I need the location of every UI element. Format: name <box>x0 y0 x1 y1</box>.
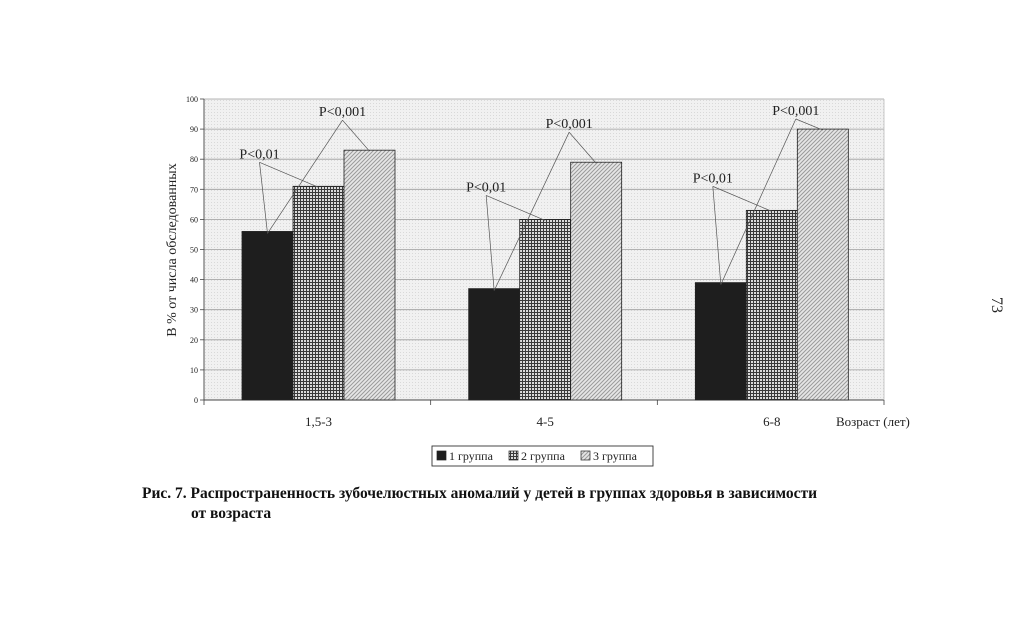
legend-label-2: 2 группа <box>521 449 566 463</box>
p-value-annotation: P<0,01 <box>239 147 319 234</box>
y-tick-label: 70 <box>190 185 198 194</box>
bar-1-group-1 <box>241 231 294 401</box>
p-value-label: P<0,001 <box>546 117 593 132</box>
y-tick-label: 80 <box>190 155 198 164</box>
y-tick-label: 30 <box>190 306 198 315</box>
p-value-leader <box>486 195 546 221</box>
p-value-label: P<0,01 <box>466 180 506 195</box>
p-value-label: P<0,01 <box>693 171 733 186</box>
p-value-leader <box>493 132 570 291</box>
y-tick-label: 100 <box>186 95 198 104</box>
x-axis-label: Возраст (лет) <box>836 414 910 429</box>
x-tick-label: 4-5 <box>536 414 553 429</box>
p-value-annotation: P<0,001 <box>493 117 597 291</box>
page-number: 73 <box>988 297 1005 313</box>
legend-swatch-1 <box>436 450 447 461</box>
legend-label-1: 1 группа <box>449 449 494 463</box>
y-tick-label: 60 <box>190 215 198 224</box>
caption-line-1: Рис. 7. Распространенность зубочелюстных… <box>142 485 818 502</box>
y-tick-label: 50 <box>190 246 198 255</box>
legend-swatch-3 <box>580 450 591 461</box>
y-tick-label: 10 <box>190 366 198 375</box>
bar-2-group-1 <box>292 185 345 401</box>
annotations: P<0,01 P<0,001 P<0,01 P<0,001 P<0,01 P<0,001 <box>239 104 823 291</box>
y-axis-label: В % от числа обследованных <box>165 163 180 336</box>
p-value-leader <box>259 162 268 234</box>
p-value-leader <box>712 186 772 212</box>
p-value-label: P<0,001 <box>772 104 819 119</box>
bars <box>241 128 849 401</box>
p-value-leader <box>795 118 823 131</box>
x-tick-label: 1,5-3 <box>305 414 332 429</box>
p-value-leader <box>267 119 343 234</box>
x-tick-label: 6-8 <box>763 414 780 429</box>
p-value-leader <box>720 118 797 285</box>
y-tick-label: 40 <box>190 276 198 285</box>
p-value-leader <box>259 161 319 188</box>
bar-1-group-2 <box>468 288 521 401</box>
bar-3-group-3 <box>796 128 849 401</box>
y-tick-label: 0 <box>194 396 198 405</box>
p-value-leader <box>568 131 597 164</box>
p-value-annotation: P<0,001 <box>267 105 370 234</box>
bar-1-group-3 <box>694 282 747 401</box>
bar-3-group-1 <box>343 149 396 401</box>
p-value-leader <box>712 186 722 285</box>
y-tick-label: 20 <box>190 336 198 345</box>
p-value-label: P<0,001 <box>319 105 366 120</box>
p-value-annotation: P<0,001 <box>720 104 823 285</box>
p-value-annotation: P<0,01 <box>693 171 772 285</box>
p-value-leader <box>342 119 370 152</box>
p-value-label: P<0,01 <box>239 147 279 162</box>
p-value-annotation: P<0,01 <box>466 180 546 291</box>
bar-2-group-3 <box>745 209 798 401</box>
bar-2-group-2 <box>519 218 572 401</box>
figure-caption: Рис. 7. Распространенность зубочелюстных… <box>142 484 942 524</box>
bar-3-group-2 <box>570 161 623 401</box>
legend-swatch-2 <box>508 450 519 461</box>
legend-box <box>431 445 654 467</box>
y-tick-label: 90 <box>190 125 198 134</box>
p-value-leader <box>485 195 495 291</box>
caption-line-2: от возраста <box>191 505 272 522</box>
legend: 1 группа 2 группа 3 группа <box>431 445 654 467</box>
legend-label-3: 3 группа <box>593 449 638 463</box>
